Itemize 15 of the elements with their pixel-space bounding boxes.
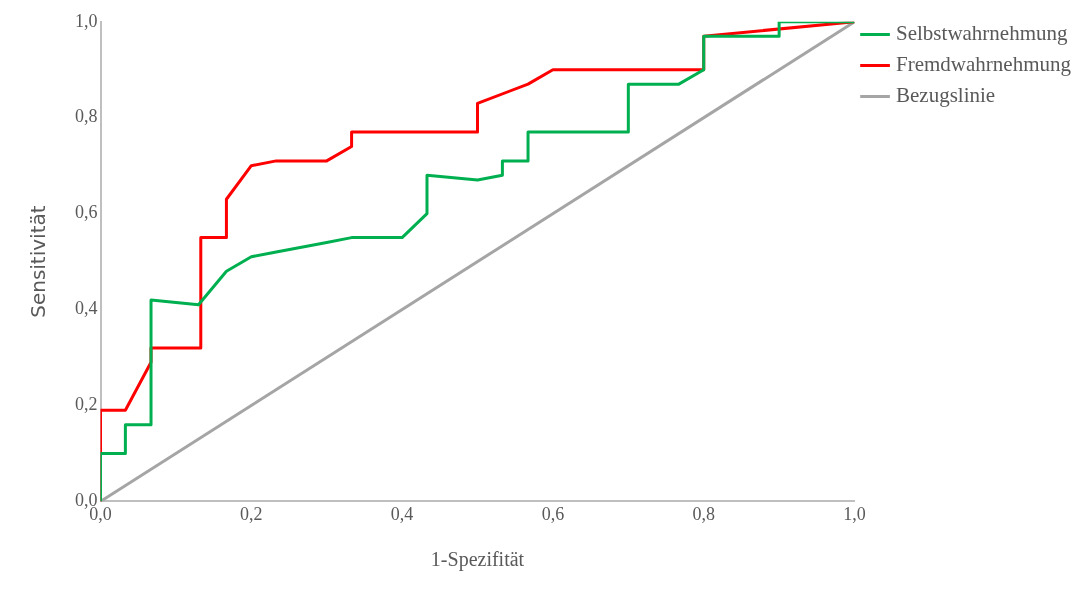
x-tick-label: 0,8 xyxy=(692,503,715,524)
y-tick-label: 1,0 xyxy=(75,10,98,31)
x-tick-label: 1,0 xyxy=(843,503,866,524)
x-axis-title: 1-Spezifität xyxy=(430,548,525,572)
y-tick-label: 0,8 xyxy=(75,106,98,127)
legend-label: Fremdwahrnehmung xyxy=(896,52,1072,77)
y-tick-label: 0,4 xyxy=(75,298,98,319)
legend-label: Bezugslinie xyxy=(896,83,996,108)
x-tick-label: 0,4 xyxy=(390,503,414,524)
y-tick-label: 0,6 xyxy=(75,202,98,223)
y-axis-title: Sensitivität xyxy=(26,205,51,318)
y-tick-label: 0,2 xyxy=(75,394,98,415)
x-tick-label: 0,2 xyxy=(240,503,263,524)
x-tick-label: 0,6 xyxy=(541,503,565,524)
legend-label: Selbstwahrnehmung xyxy=(896,21,1069,46)
